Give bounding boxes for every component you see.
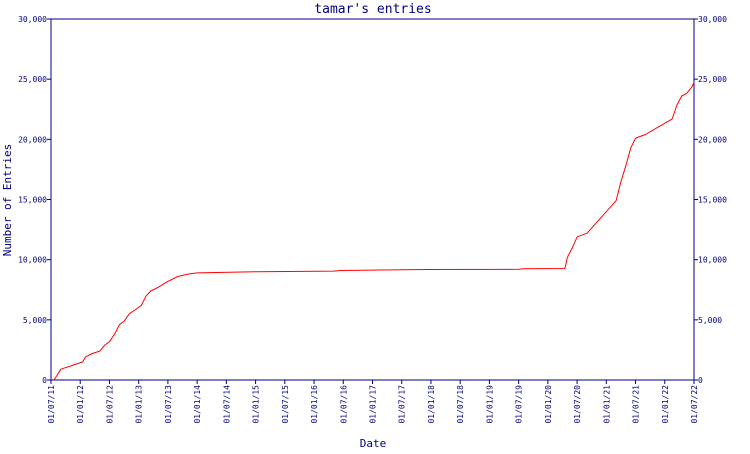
x-tick-label: 01/01/18 [427,385,436,424]
y-tick-label-right: 30,000 [698,15,727,24]
series-line [53,82,695,381]
x-tick-label: 01/07/11 [47,385,56,424]
y-axis-left: 0 5,000 10,000 15,000 20,000 25,000 30,000 [18,15,51,385]
x-tick-label: 01/07/15 [281,385,290,424]
x-tick-label: 01/01/15 [252,385,261,424]
y-tick-label-right: 15,000 [698,196,727,205]
x-tick-label: 01/07/14 [222,385,231,424]
x-tick-label: 01/07/16 [339,385,348,424]
x-tick-label: 01/07/20 [573,385,582,424]
x-tick-label: 01/01/16 [310,385,319,424]
x-tick-label: 01/07/13 [164,385,173,424]
y-tick-label-right: 5,000 [698,316,722,325]
y-tick-label-left: 15,000 [18,196,47,205]
x-tick-label: 01/07/21 [632,385,641,424]
y-tick-label-left: 0 [42,376,47,385]
plot-area-frame [50,18,695,381]
chart-title: tamar's entries [314,2,431,17]
y-tick-label-right: 10,000 [698,256,727,265]
x-tick-label: 01/07/19 [515,385,524,424]
x-tick-label: 01/01/22 [661,385,670,424]
x-tick-label: 01/07/18 [456,385,465,424]
x-tick-label: 01/01/17 [369,385,378,424]
y-axis-right: 0 5,000 10,000 15,000 20,000 25,000 30,000 [694,15,727,385]
x-tick-label: 01/01/20 [544,385,553,424]
x-axis-title: Date [360,437,387,450]
x-tick-label: 01/01/13 [135,385,144,424]
y-tick-label-right: 25,000 [698,75,727,84]
x-tick-label: 01/07/22 [690,385,699,424]
x-tick-label: 01/07/12 [105,385,114,424]
x-tick-label: 01/07/17 [398,385,407,424]
y-tick-label-left: 20,000 [18,135,47,144]
y-tick-label-left: 30,000 [18,15,47,24]
y-axis-title: Number of Entries [1,144,14,257]
x-tick-label: 01/01/14 [193,385,202,424]
y-tick-label-right: 20,000 [698,135,727,144]
y-tick-label-right: 0 [698,376,703,385]
x-tick-label: 01/01/19 [485,385,494,424]
x-tick-label: 01/01/21 [602,385,611,424]
y-tick-label-left: 25,000 [18,75,47,84]
x-axis: 01/07/11 01/01/12 01/07/12 01/01/13 01/07/13… [47,380,699,424]
y-tick-label-left: 5,000 [23,316,47,325]
y-tick-label-left: 10,000 [18,256,47,265]
x-tick-label: 01/01/12 [76,385,85,424]
series-layer [53,82,695,381]
